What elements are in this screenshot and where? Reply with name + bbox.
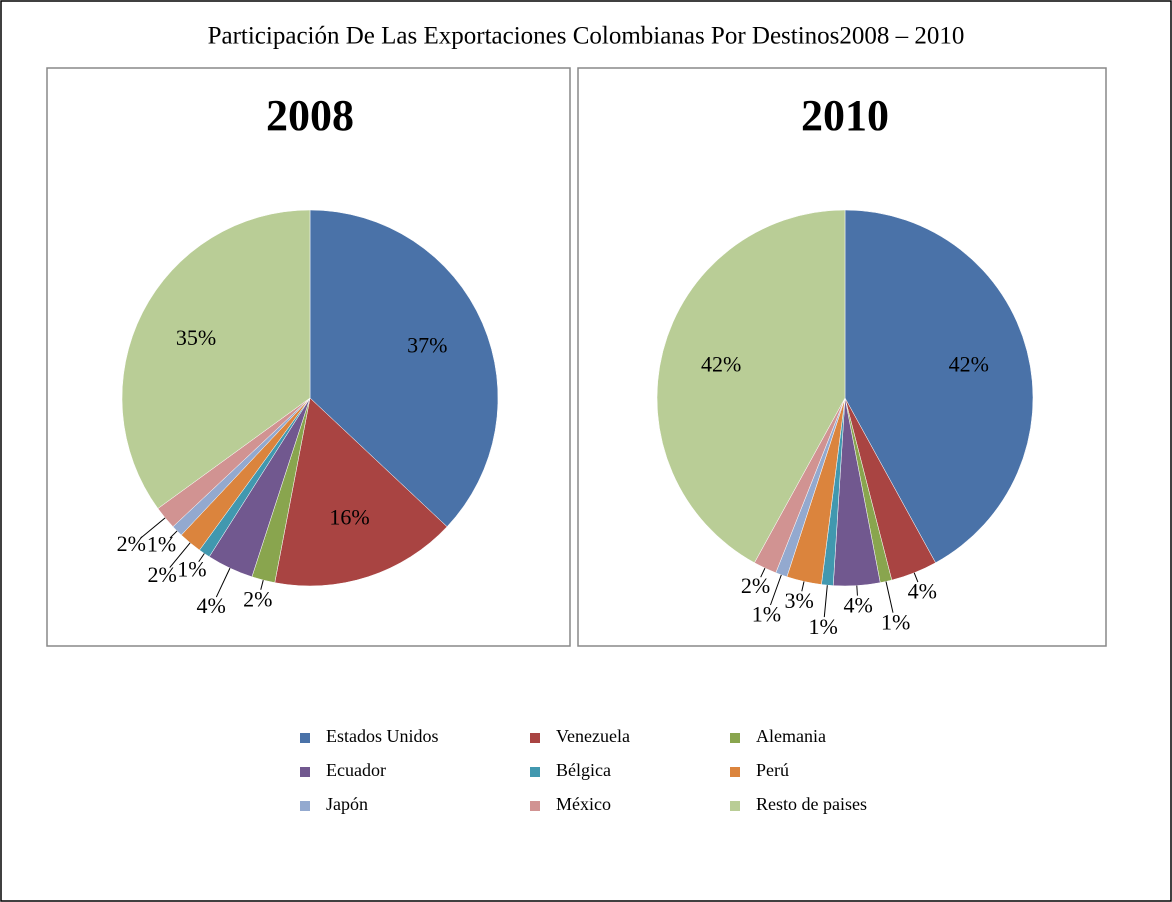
legend-swatch [730, 733, 740, 743]
leader-line [770, 574, 782, 606]
pie-slice [121, 209, 311, 509]
legend-label: Alemania [756, 726, 826, 746]
legend-swatch [300, 733, 310, 743]
leader-line [169, 542, 191, 568]
leader-line [260, 579, 264, 590]
legend-label: Ecuador [326, 760, 386, 780]
data-label: 2% [741, 573, 770, 598]
leader-line [856, 585, 858, 596]
legend-label: Venezuela [556, 726, 630, 746]
pie-slice [274, 397, 448, 587]
legend-swatch [730, 801, 740, 811]
data-label: 2% [243, 586, 272, 611]
data-label: 42% [949, 351, 989, 376]
data-label: 4% [197, 593, 226, 618]
legend-swatch [730, 767, 740, 777]
data-label: 2% [147, 562, 176, 587]
data-label: 3% [785, 588, 814, 613]
pie-title: 2010 [801, 91, 889, 140]
legend-swatch [530, 733, 540, 743]
pie-title: 2008 [266, 91, 354, 140]
legend-label: Japón [326, 794, 368, 814]
data-label: 16% [329, 505, 369, 530]
leader-line [801, 581, 805, 592]
leader-line [198, 553, 205, 563]
data-label: 1% [809, 614, 838, 639]
leader-line [760, 567, 766, 578]
data-label: 42% [701, 351, 741, 376]
data-label: 37% [407, 332, 447, 357]
data-label: 35% [176, 325, 216, 350]
leader-line [169, 530, 178, 539]
leader-line [823, 585, 828, 618]
panel [46, 67, 571, 647]
legend-label: México [556, 794, 611, 814]
data-label: 1% [147, 532, 176, 557]
data-label: 1% [881, 609, 910, 634]
chart-title: Participación De Las Exportaciones Colom… [208, 23, 965, 50]
pie-slice [309, 209, 499, 528]
data-label: 4% [844, 593, 873, 618]
panel [577, 67, 1107, 647]
legend-label: Resto de paises [756, 794, 867, 814]
legend-swatch [530, 767, 540, 777]
data-label: 4% [908, 578, 937, 603]
leader-line [885, 581, 894, 613]
leader-line [140, 517, 166, 539]
data-label: 1% [752, 601, 781, 626]
leader-line [215, 567, 231, 598]
legend-label: Estados Unidos [326, 726, 439, 746]
legend-label: Perú [756, 760, 789, 780]
pie-slice [844, 209, 1034, 564]
legend-swatch [300, 767, 310, 777]
data-label: 1% [177, 557, 206, 582]
legend-swatch [300, 801, 310, 811]
legend-label: Bélgica [556, 760, 611, 780]
data-label: 2% [117, 531, 146, 556]
pie-slice [656, 209, 846, 564]
leader-line [913, 572, 919, 583]
legend-swatch [530, 801, 540, 811]
